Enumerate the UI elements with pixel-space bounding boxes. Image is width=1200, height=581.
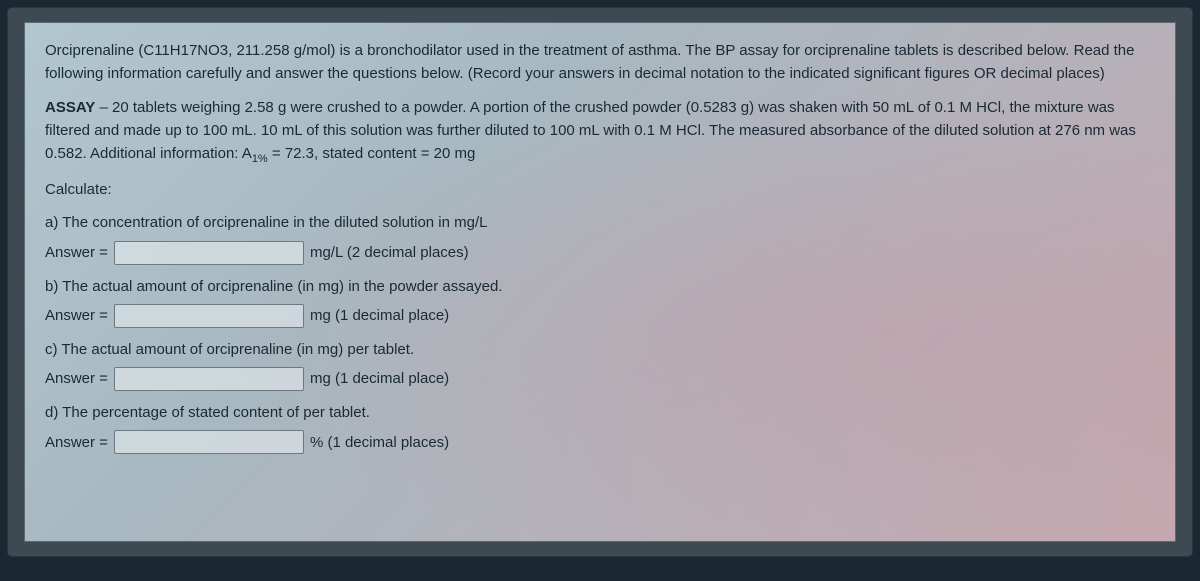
answer-label-a: Answer =	[45, 241, 108, 264]
answer-input-d[interactable]	[114, 430, 304, 454]
intro-text: Orciprenaline (C11H17NO3, 211.258 g/mol)…	[45, 39, 1155, 86]
question-c: c) The actual amount of orciprenaline (i…	[45, 338, 1155, 361]
answer-label-b: Answer =	[45, 304, 108, 327]
assay-paragraph: ASSAY – 20 tablets weighing 2.58 g were …	[45, 96, 1155, 169]
unit-d: % (1 decimal places)	[310, 431, 449, 454]
question-panel: Orciprenaline (C11H17NO3, 211.258 g/mol)…	[24, 22, 1176, 542]
unit-a: mg/L (2 decimal places)	[310, 241, 469, 264]
answer-input-a[interactable]	[114, 241, 304, 265]
unit-b: mg (1 decimal place)	[310, 304, 449, 327]
answer-label-c: Answer =	[45, 367, 108, 390]
assay-label: ASSAY	[45, 99, 95, 116]
question-frame: Orciprenaline (C11H17NO3, 211.258 g/mol)…	[8, 8, 1192, 556]
question-content: Orciprenaline (C11H17NO3, 211.258 g/mol)…	[45, 39, 1155, 454]
answer-input-b[interactable]	[114, 304, 304, 328]
answer-label-d: Answer =	[45, 431, 108, 454]
answer-row-a: Answer = mg/L (2 decimal places)	[45, 241, 1155, 265]
question-d: d) The percentage of stated content of p…	[45, 401, 1155, 424]
assay-text-after: = 72.3, stated content = 20 mg	[268, 145, 476, 162]
calculate-label: Calculate:	[45, 178, 1155, 201]
answer-input-c[interactable]	[114, 367, 304, 391]
answer-row-b: Answer = mg (1 decimal place)	[45, 304, 1155, 328]
answer-row-c: Answer = mg (1 decimal place)	[45, 367, 1155, 391]
answer-row-d: Answer = % (1 decimal places)	[45, 430, 1155, 454]
question-b: b) The actual amount of orciprenaline (i…	[45, 275, 1155, 298]
unit-c: mg (1 decimal place)	[310, 367, 449, 390]
assay-subscript: 1%	[252, 153, 268, 165]
assay-text-before: – 20 tablets weighing 2.58 g were crushe…	[45, 99, 1136, 163]
question-a: a) The concentration of orciprenaline in…	[45, 211, 1155, 234]
